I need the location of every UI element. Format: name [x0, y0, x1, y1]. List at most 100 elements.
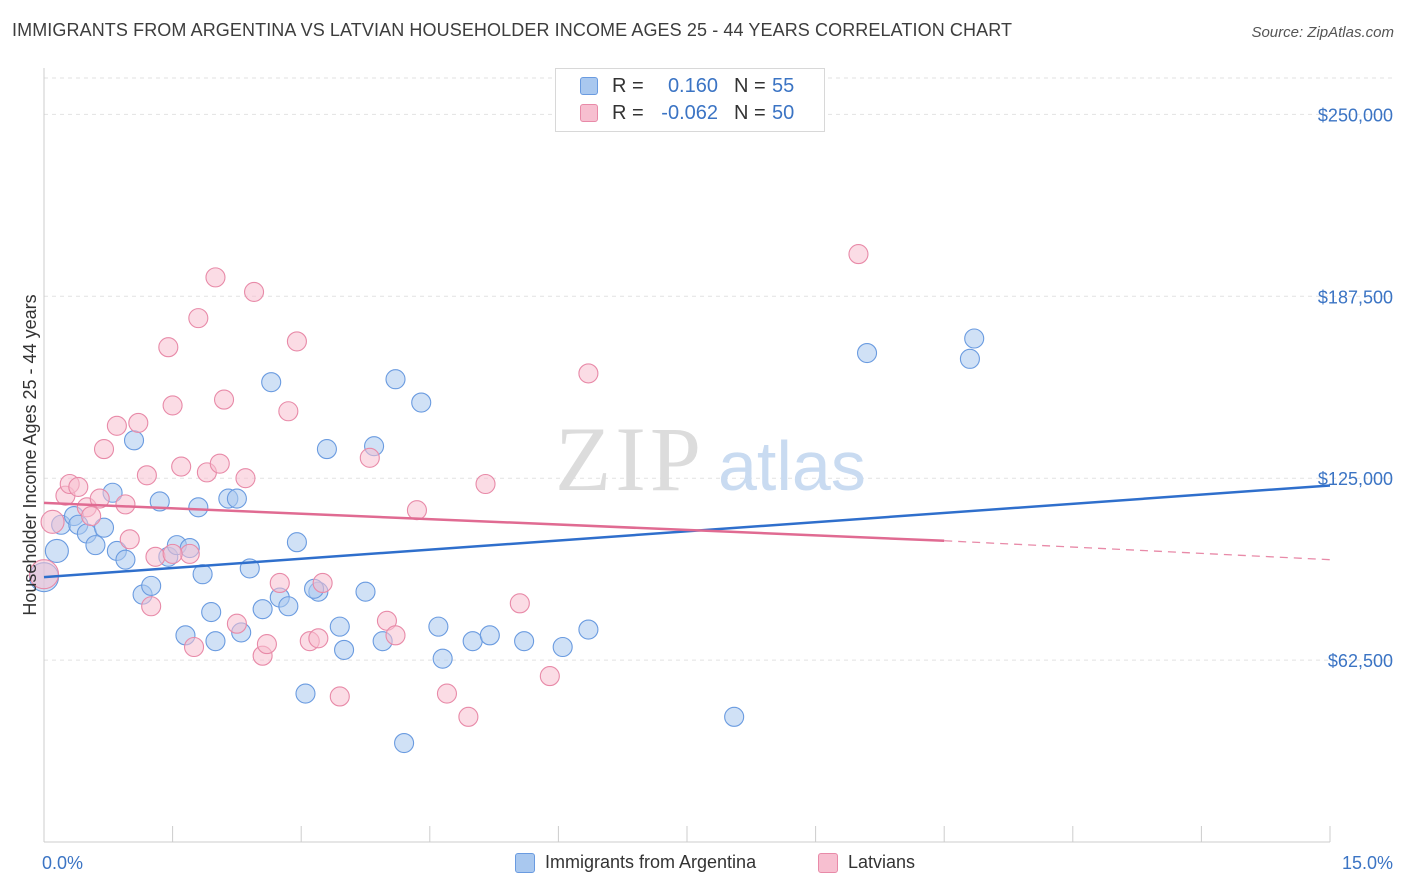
point-latvians: [436, 683, 457, 704]
point-argentina: [123, 430, 145, 451]
point-argentina: [428, 616, 449, 637]
point-latvians: [106, 415, 127, 436]
point-latvians: [162, 395, 183, 416]
x-tick-label: 0.0%: [42, 853, 83, 873]
point-latvians: [145, 546, 166, 567]
point-latvians: [115, 494, 136, 515]
point-argentina: [93, 517, 115, 538]
point-latvians: [578, 363, 599, 384]
point-latvians: [68, 476, 89, 497]
legend-n-label: N =: [734, 101, 766, 124]
point-latvians: [406, 500, 427, 521]
point-argentina: [226, 488, 247, 509]
series-latvians: [28, 244, 869, 727]
point-argentina: [964, 328, 985, 349]
watermark-atlas: atlas: [718, 427, 866, 505]
bottom-legend-swatch-latvians: [818, 852, 838, 873]
point-argentina: [261, 372, 282, 393]
point-latvians: [171, 456, 192, 477]
y-tick-label: $187,500: [1318, 287, 1393, 307]
point-latvians: [509, 593, 530, 614]
legend-r-value: 0.160: [667, 74, 718, 97]
trend-lines: [43, 484, 1331, 579]
bottom-legend-label: Immigrants from Argentina: [545, 852, 757, 872]
data-points: [28, 244, 985, 754]
point-argentina: [316, 439, 337, 460]
bottom-legend-argentina: Immigrants from Argentina: [515, 852, 756, 873]
point-argentina: [411, 392, 432, 413]
point-latvians: [278, 401, 299, 422]
point-argentina: [385, 369, 406, 390]
point-argentina: [295, 683, 316, 704]
point-latvians: [28, 559, 60, 590]
point-latvians: [81, 505, 102, 527]
axes: [43, 68, 1331, 843]
point-argentina: [959, 348, 980, 369]
y-axis-label: Householder Income Ages 25 - 44 years: [20, 294, 40, 615]
point-latvians: [308, 628, 329, 649]
point-argentina: [149, 491, 170, 512]
series-argentina: [28, 328, 985, 754]
trend-argentina: [43, 484, 1331, 579]
point-argentina: [115, 549, 136, 570]
point-latvians: [385, 625, 406, 646]
point-argentina: [188, 497, 209, 518]
point-argentina: [578, 619, 599, 640]
point-latvians: [93, 439, 115, 460]
point-argentina: [355, 581, 376, 602]
point-latvians: [329, 686, 350, 707]
point-latvians: [226, 613, 247, 634]
point-argentina: [479, 625, 500, 646]
point-argentina: [141, 575, 162, 596]
point-latvians: [205, 267, 226, 288]
point-argentina: [329, 616, 350, 637]
point-latvians: [458, 706, 479, 727]
point-latvians: [179, 543, 200, 564]
y-tick-label: $250,000: [1318, 105, 1393, 125]
point-argentina: [192, 564, 213, 585]
chart-title: IMMIGRANTS FROM ARGENTINA VS LATVIAN HOU…: [12, 20, 1013, 40]
point-latvians: [188, 308, 209, 329]
y-tick-label: $62,500: [1328, 651, 1393, 671]
point-argentina: [394, 732, 415, 754]
source-label: Source: ZipAtlas.com: [1251, 24, 1394, 41]
point-latvians: [209, 453, 230, 474]
legend-r-value: -0.062: [661, 101, 718, 124]
point-argentina: [252, 599, 273, 620]
point-argentina: [514, 631, 535, 652]
point-argentina: [201, 602, 222, 623]
point-latvians: [136, 465, 157, 486]
point-latvians: [256, 634, 277, 655]
legend-row-latvians: R = -0.062 N = 50: [580, 102, 794, 124]
point-latvians: [475, 473, 496, 495]
point-argentina: [286, 532, 307, 553]
point-latvians: [286, 331, 307, 352]
point-latvians: [141, 596, 162, 617]
trend-latvians-extension: [944, 540, 1331, 561]
point-latvians: [158, 337, 179, 358]
point-latvians: [119, 529, 140, 550]
x-tick-label: 15.0%: [1342, 853, 1393, 873]
point-latvians: [243, 281, 265, 302]
point-argentina: [432, 648, 453, 669]
point-argentina: [856, 342, 878, 364]
point-latvians: [312, 572, 333, 594]
point-latvians: [848, 244, 869, 265]
y-tick-labels: $62,500 $125,000 $187,500 $250,000: [1318, 105, 1393, 671]
point-argentina: [278, 596, 299, 617]
watermark-zip: ZIP: [555, 408, 705, 510]
y-tick-label: $125,000: [1318, 469, 1393, 489]
point-latvians: [183, 636, 205, 658]
point-latvians: [89, 488, 110, 509]
legend-row-argentina: R = 0.160 N = 55: [580, 75, 794, 97]
point-latvians: [162, 543, 183, 564]
x-tick-labels: 0.0% 15.0%: [42, 853, 1393, 873]
legend-r-label: R =: [612, 74, 644, 97]
point-latvians: [269, 572, 290, 594]
bottom-legend-latvians: Latvians: [818, 852, 915, 873]
point-latvians: [40, 509, 65, 534]
point-argentina: [462, 631, 483, 652]
legend-n-label: N =: [734, 74, 766, 97]
point-latvians: [359, 447, 380, 468]
